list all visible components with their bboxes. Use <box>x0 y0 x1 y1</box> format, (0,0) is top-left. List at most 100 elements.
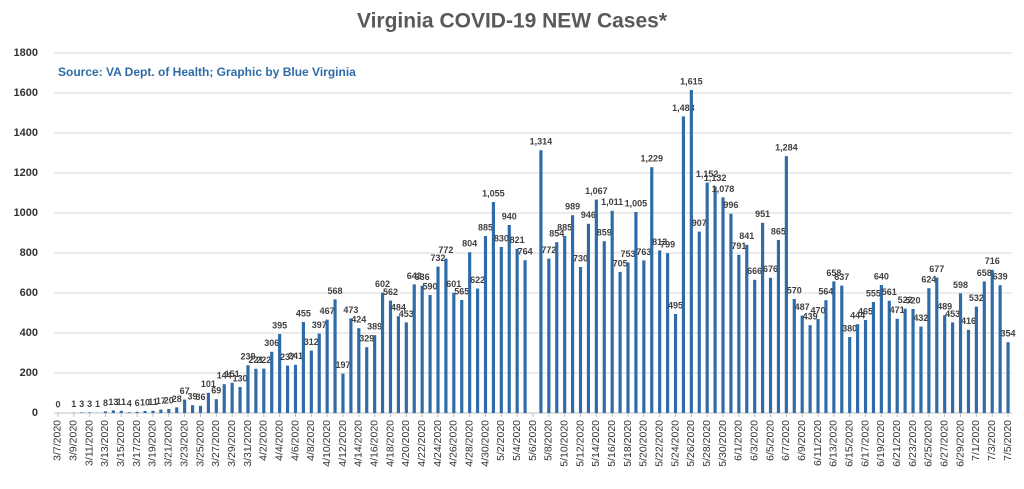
bar <box>309 350 313 413</box>
data-label: 439 <box>803 312 818 322</box>
bar <box>824 300 828 413</box>
x-tick-label: 6/11/2020 <box>812 420 824 466</box>
x-tick-label: 6/23/2020 <box>907 420 919 467</box>
bar <box>475 288 480 413</box>
data-label: 996 <box>723 200 738 210</box>
data-label: 239 <box>240 352 255 362</box>
data-label: 601 <box>446 279 461 289</box>
x-tick-label: 3/21/2020 <box>163 420 175 467</box>
data-label: 772 <box>541 245 556 255</box>
data-label: 470 <box>811 305 826 315</box>
data-label: 1,078 <box>712 184 735 194</box>
data-label: 885 <box>557 222 572 232</box>
data-label: 4 <box>127 399 132 409</box>
data-label: 946 <box>581 210 596 220</box>
bar <box>800 315 804 413</box>
bar <box>285 365 290 413</box>
data-label: 1,152 <box>696 169 719 179</box>
data-label: 555 <box>866 288 881 298</box>
bar <box>499 247 503 413</box>
data-label: 830 <box>494 233 509 243</box>
y-tick-label: 800 <box>20 247 38 259</box>
data-label: 329 <box>359 334 374 344</box>
bar <box>998 285 1002 413</box>
x-tick-label: 7/1/2020 <box>970 420 982 461</box>
data-label: 570 <box>787 285 802 295</box>
bar <box>966 329 971 413</box>
x-tick-label: 4/6/2020 <box>289 420 301 461</box>
bar <box>333 299 337 413</box>
bar <box>571 215 575 413</box>
chart-subtitle: Source: VA Dept. of Health; Graphic by B… <box>58 65 356 79</box>
x-tick-label: 6/19/2020 <box>875 420 887 467</box>
data-label: 444 <box>850 311 865 321</box>
data-label: 1,067 <box>585 186 608 196</box>
data-label: 1,055 <box>482 188 505 198</box>
bar <box>927 288 931 413</box>
bar <box>658 250 662 413</box>
data-label: 455 <box>296 308 311 318</box>
data-label: 532 <box>969 293 984 303</box>
data-label: 489 <box>937 302 952 312</box>
data-label: 940 <box>502 211 517 221</box>
data-label: 859 <box>597 228 612 238</box>
x-tick-label: 5/26/2020 <box>685 420 697 467</box>
bar <box>935 277 939 413</box>
bar <box>903 308 907 413</box>
bar <box>452 292 456 413</box>
data-label: 10 <box>140 397 150 407</box>
data-label: 3 <box>87 399 92 409</box>
x-tick-label: 3/11/2020 <box>83 420 95 466</box>
data-label: 1 <box>95 399 100 409</box>
y-tick-label: 400 <box>20 327 38 339</box>
bar <box>341 373 345 413</box>
bar <box>911 309 915 413</box>
bar <box>468 252 472 413</box>
x-tick-label: 6/1/2020 <box>733 420 745 461</box>
bar <box>483 236 488 413</box>
chart-title: Virginia COVID-19 NEW Cases* <box>357 10 668 33</box>
bar <box>626 262 630 413</box>
data-label: 221 <box>248 355 263 365</box>
bar <box>262 368 266 413</box>
bar <box>317 333 321 413</box>
data-label: 237 <box>280 352 295 362</box>
x-tick-label: 3/25/2020 <box>194 420 206 467</box>
x-tick-label: 4/14/2020 <box>353 420 365 467</box>
data-label: 471 <box>890 305 905 315</box>
data-label: 907 <box>692 218 707 228</box>
data-label: 568 <box>328 286 343 296</box>
bar <box>705 182 709 413</box>
x-tick-label: 4/12/2020 <box>337 420 349 467</box>
data-label: 130 <box>233 373 248 383</box>
data-label: 520 <box>906 295 921 305</box>
data-label: 101 <box>201 379 216 389</box>
data-label: 813 <box>652 237 667 247</box>
x-tick-label: 4/8/2020 <box>305 420 317 461</box>
bar <box>982 281 986 413</box>
data-label: 598 <box>953 280 968 290</box>
data-label: 730 <box>573 253 588 263</box>
bar <box>784 156 788 413</box>
bar <box>444 258 448 413</box>
data-label: 354 <box>1001 329 1016 339</box>
bar <box>618 272 622 413</box>
data-label: 637 <box>834 272 849 282</box>
data-label: 561 <box>882 287 897 297</box>
data-label: 562 <box>383 287 398 297</box>
bar <box>507 225 511 413</box>
x-tick-label: 6/27/2020 <box>938 420 950 467</box>
bar <box>539 150 543 413</box>
bar <box>420 285 424 413</box>
bar <box>357 328 361 413</box>
bar <box>721 197 725 413</box>
bar <box>80 412 84 413</box>
bar <box>198 405 203 413</box>
bar <box>159 409 163 413</box>
bar <box>697 231 701 413</box>
bar <box>832 281 836 413</box>
data-label: 397 <box>312 320 327 330</box>
data-label: 222 <box>256 355 271 365</box>
data-label: 643 <box>407 271 422 281</box>
x-tick-label: 5/28/2020 <box>701 420 713 467</box>
